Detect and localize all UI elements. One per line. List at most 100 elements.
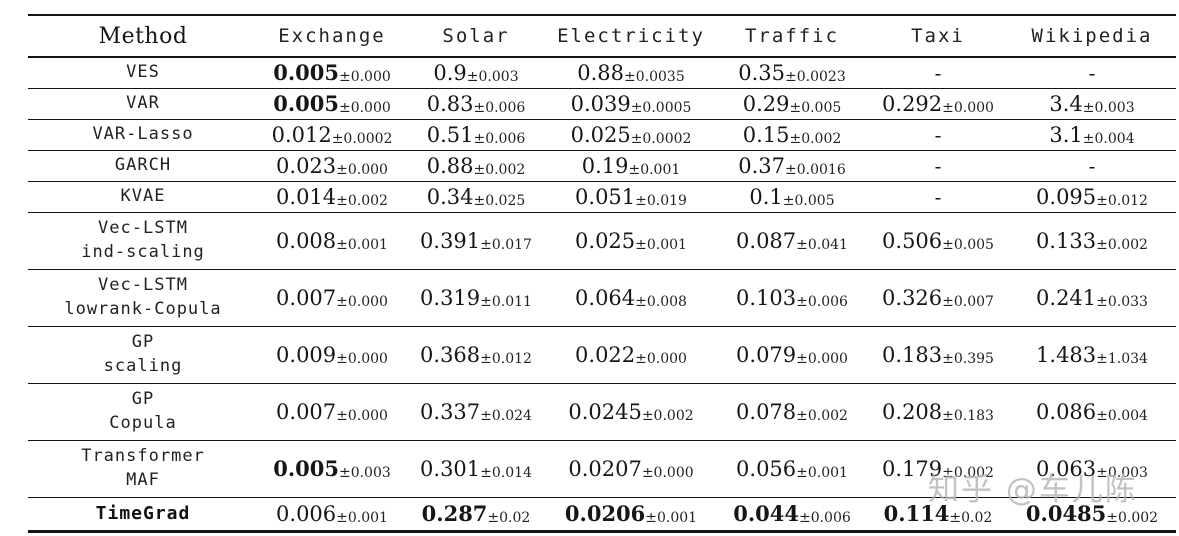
std-value: ±0.011 [480,293,532,310]
method-name: GP scaling [103,331,183,376]
std-value: ±1.034 [1096,350,1148,367]
std-value: ±0.000 [336,350,388,367]
value-cell-wikipedia: 0.095±0.012 [1008,181,1176,212]
value-cell-taxi: - [868,181,1008,212]
std-value: ±0.000 [796,350,848,367]
value-cell-traffic: 0.15±0.002 [716,119,868,150]
std-value: ±0.001 [628,161,681,178]
std-value: ±0.002 [1096,236,1148,253]
header-row: Method Exchange Solar Electricity Traffic Tax… [28,15,1176,57]
mean-value: 0.88 [426,153,474,178]
mean-value: 0.007 [276,399,337,424]
mean-value: 0.19 [581,153,629,178]
value-cell-electricity: 0.051±0.019 [546,181,716,212]
std-value: ±0.006 [473,99,526,116]
zhihu-watermark: 知乎 @车儿陈 [928,472,1138,508]
mean-value: 0.078 [736,399,797,424]
mean-value: 0.005 [273,60,339,86]
value-cell-taxi: 0.183±0.395 [868,326,1008,383]
mean-value: 0.009 [276,342,337,367]
value-cell-solar: 0.51±0.006 [406,119,546,150]
std-value: ±0.395 [942,350,994,367]
std-value: ±0.012 [1096,192,1148,209]
value-cell-taxi: - [868,119,1008,150]
value-cell-traffic: 0.087±0.041 [716,212,868,269]
missing-value: - [934,184,942,209]
value-cell-taxi: 0.114±0.02 [868,497,1008,531]
value-cell-solar: 0.301±0.014 [406,440,546,497]
value-cell-taxi: - [868,57,1008,88]
mean-value: 0.005 [273,91,339,116]
value-cell-traffic: 0.35±0.0023 [716,57,868,88]
table-row: Vec-LSTM ind-scaling 0.008±0.001 0.391±0.01… [28,212,1176,269]
std-value: ±0.000 [338,69,391,86]
std-value: ±0.003 [1096,464,1148,481]
mean-value: 0.208 [882,399,943,424]
value-cell-exchange: 0.012±0.0002 [258,119,406,150]
mean-value: 0.133 [1036,228,1097,253]
std-value: ±0.0035 [624,68,685,85]
column-header-wikipedia: Wikipedia [1031,25,1153,47]
mean-value: 0.006 [276,501,337,526]
column-header-electricity: Electricity [557,25,705,47]
mean-value: 0.005 [273,456,339,481]
std-value: ±0.002 [641,407,694,424]
mean-value: 0.0485 [1025,501,1107,526]
value-cell-taxi: 0.292±0.000 [868,88,1008,119]
mean-value: 0.022 [575,342,636,367]
value-cell-electricity: 0.19±0.001 [546,150,716,181]
std-value: ±0.014 [480,464,532,481]
mean-value: 0.34 [426,184,474,209]
value-cell-exchange: 0.005±0.000 [258,57,406,88]
std-value: ±0.004 [1082,130,1135,147]
value-cell-exchange: 0.014±0.002 [258,181,406,212]
std-value: ±0.002 [789,130,842,147]
mean-value: 0.337 [420,399,481,424]
missing-value: - [1088,60,1096,85]
std-value: ±0.001 [796,464,848,481]
method-name: VAR-Lasso [92,123,194,144]
std-value: ±0.041 [796,236,848,253]
std-value: ±0.000 [336,293,388,310]
value-cell-traffic: 0.1±0.005 [716,181,868,212]
value-cell-exchange: 0.005±0.003 [258,440,406,497]
value-cell-wikipedia: 3.4±0.003 [1008,88,1176,119]
column-header-traffic: Traffic [744,25,840,47]
results-table: Method Exchange Solar Electricity Traffic Tax… [28,14,1176,533]
mean-value: 0.83 [426,91,474,116]
mean-value: 0.0245 [568,399,642,424]
std-value: ±0.002 [942,464,994,481]
method-name: VAR [126,92,160,113]
mean-value: 0.37 [738,153,786,178]
table-row: GARCH 0.023±0.000 0.88±0.002 0.19±0.001 0.37… [28,150,1176,181]
method-name: KVAE [120,185,166,206]
std-value: ±0.000 [336,161,388,178]
column-header-exchange: Exchange [278,25,386,47]
std-value: ±0.002 [796,407,848,424]
mean-value: 0.9 [433,60,467,85]
mean-value: 0.025 [575,228,636,253]
value-cell-traffic: 0.078±0.002 [716,383,868,440]
mean-value: 0.301 [420,456,481,481]
value-cell-electricity: 0.0206±0.001 [546,497,716,531]
value-cell-electricity: 0.039±0.0005 [546,88,716,119]
value-cell-electricity: 0.88±0.0035 [546,57,716,88]
std-value: ±0.025 [473,192,526,209]
value-cell-traffic: 0.103±0.006 [716,269,868,326]
std-value: ±0.001 [336,509,388,526]
value-cell-wikipedia: - [1008,150,1176,181]
table-row: Vec-LSTM lowrank-Copula 0.007±0.000 0.319±0… [28,269,1176,326]
mean-value: 0.506 [882,228,943,253]
mean-value: 3.4 [1049,91,1083,116]
value-cell-electricity: 0.0245±0.002 [546,383,716,440]
std-value: ±0.001 [645,510,698,526]
mean-value: 0.51 [426,122,474,147]
value-cell-traffic: 0.044±0.006 [716,497,868,531]
mean-value: 0.179 [882,456,943,481]
value-cell-solar: 0.287±0.02 [406,497,546,531]
method-name: Vec-LSTM ind-scaling [81,217,205,262]
mean-value: 0.287 [421,501,488,526]
value-cell-taxi: 0.179±0.002 [868,440,1008,497]
mean-value: 0.391 [420,228,481,253]
